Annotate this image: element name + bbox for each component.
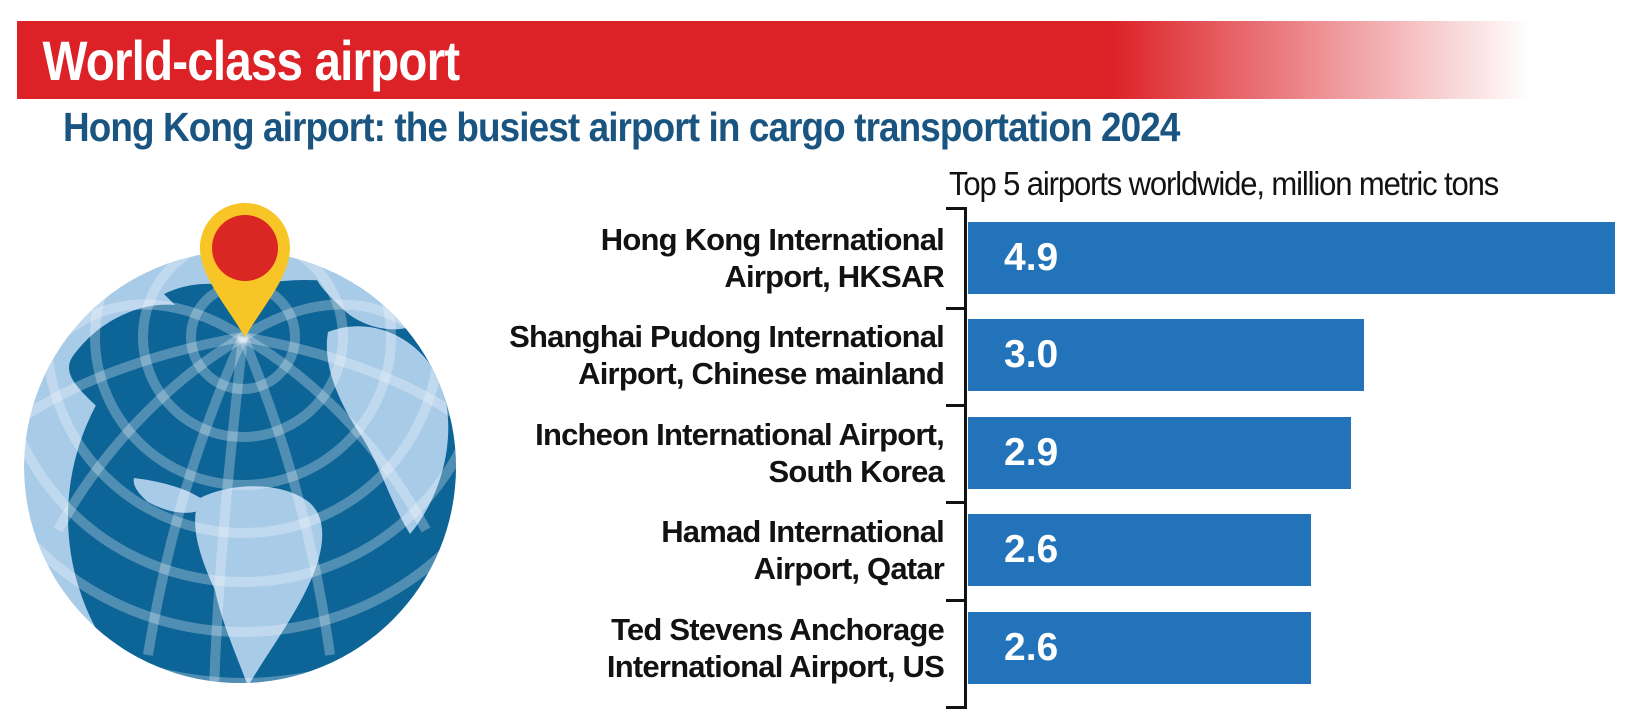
- bar: 3.0: [968, 319, 1364, 392]
- continent-shape-dark-1: [68, 304, 217, 425]
- bar-label-line: Incheon International Airport,: [535, 416, 945, 452]
- axis-line: [964, 207, 967, 709]
- axis-tick: [946, 599, 965, 602]
- bar-label-line: South Korea: [768, 453, 945, 489]
- bar-label-line: Airport, Chinese mainland: [578, 356, 945, 392]
- bar-label-line: Hamad International: [661, 514, 945, 550]
- bar-label-line: Airport, Qatar: [753, 551, 945, 587]
- bar-value-label: 2.6: [1004, 625, 1059, 669]
- axis-tick: [946, 501, 965, 504]
- bar-label: Hamad International Airport, Qatar: [430, 501, 945, 599]
- axis-tick: [946, 706, 965, 709]
- bar: 2.6: [968, 611, 1312, 684]
- bar-label: Hong Kong International Airport, HKSAR: [430, 209, 945, 307]
- headline: Hong Kong airport: the busiest airport i…: [63, 104, 1180, 150]
- axis-tick: [946, 207, 965, 210]
- bar-label-line: International Airport, US: [606, 648, 945, 684]
- bar-label: Ted Stevens Anchorage International Airp…: [430, 599, 945, 697]
- bar-label: Incheon International Airport, South Kor…: [430, 404, 945, 502]
- globe-svg: [24, 203, 456, 683]
- bar: 4.9: [968, 222, 1615, 294]
- bar: 2.9: [968, 416, 1351, 489]
- axis-tick: [946, 404, 965, 407]
- bar-label: Shanghai Pudong International Airport, C…: [430, 306, 945, 404]
- globe-illustration: [18, 200, 460, 712]
- bar-label-line: Airport, HKSAR: [724, 259, 944, 294]
- banner-title: World-class airport: [42, 28, 461, 92]
- axis-tick: [946, 307, 965, 310]
- continent-shape-light-3: [133, 478, 208, 513]
- bar-label-line: Ted Stevens Anchorage: [611, 611, 945, 647]
- location-pin-dot: [212, 215, 278, 281]
- bar-value-label: 2.6: [1004, 528, 1059, 572]
- bar-value-label: 4.9: [1004, 236, 1059, 279]
- continent-shape-south-america: [195, 486, 323, 683]
- bar-label-line: Shanghai Pudong International: [509, 319, 945, 355]
- banner: World-class airport: [17, 21, 1577, 99]
- bar-value-label: 2.9: [1004, 430, 1059, 474]
- chart-title: Top 5 airports worldwide, million metric…: [949, 165, 1499, 202]
- bar-label-line: Hong Kong International: [600, 222, 945, 257]
- bar: 2.6: [968, 514, 1312, 587]
- continent-shape-light-2: [326, 326, 449, 534]
- bar-value-label: 3.0: [1004, 333, 1059, 377]
